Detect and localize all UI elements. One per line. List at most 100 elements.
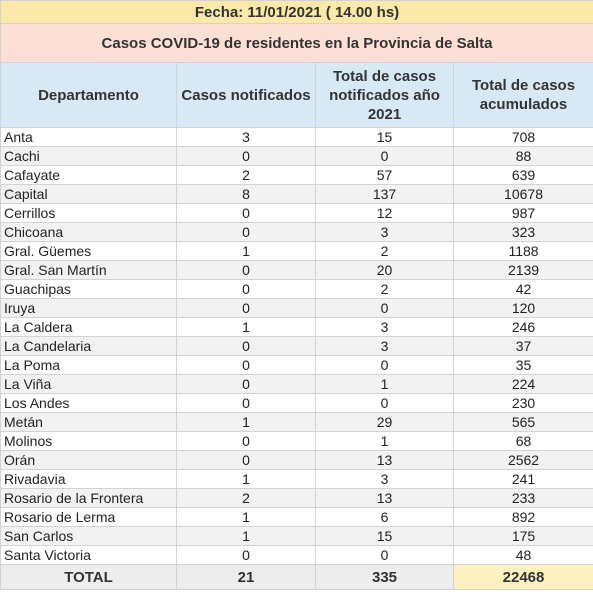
cell-total-acumulados: 2562: [452, 450, 593, 470]
column-header-total-acumulados: Total de casos acumulados: [452, 62, 593, 128]
cell-total-anio: 12: [315, 203, 454, 223]
cell-total-acumulados: 639: [452, 165, 593, 185]
cell-total-anio: 3: [315, 336, 454, 356]
column-header-row: Departamento Casos notificados Total de …: [0, 62, 593, 128]
total-anio: 335: [315, 564, 454, 590]
cell-total-anio: 1: [315, 431, 454, 451]
cell-casos-notificados: 1: [176, 317, 316, 337]
table-row: Cachi 0 0 88: [0, 146, 593, 166]
cell-departamento: La Viña: [0, 374, 177, 394]
cell-total-acumulados: 224: [452, 374, 593, 394]
cell-departamento: Gral. San Martín: [0, 260, 177, 280]
total-notificados: 21: [176, 564, 316, 590]
cell-total-anio: 3: [315, 469, 454, 489]
cell-total-anio: 20: [315, 260, 454, 280]
table-body: Anta 3 15 708 Cachi 0 0 88 Cafayate 2 57 639 Capital…: [0, 127, 593, 565]
report-date: Fecha: 11/01/2021 ( 14.00 hs): [0, 0, 593, 24]
cell-departamento: Cafayate: [0, 165, 177, 185]
cell-total-acumulados: 48: [452, 545, 593, 565]
cell-total-anio: 29: [315, 412, 454, 432]
table-title: Casos COVID-19 de residentes en la Provi…: [0, 23, 593, 63]
cell-total-acumulados: 35: [452, 355, 593, 375]
cell-departamento: Santa Victoria: [0, 545, 177, 565]
cell-total-acumulados: 233: [452, 488, 593, 508]
cell-total-anio: 0: [315, 146, 454, 166]
date-row: Fecha: 11/01/2021 ( 14.00 hs): [0, 0, 593, 24]
cell-total-acumulados: 10678: [452, 184, 593, 204]
cell-total-anio: 137: [315, 184, 454, 204]
cell-casos-notificados: 2: [176, 165, 316, 185]
cell-departamento: La Caldera: [0, 317, 177, 337]
cell-casos-notificados: 1: [176, 507, 316, 527]
column-header-total-anio: Total de casos notificados año 2021: [315, 62, 454, 128]
cell-total-acumulados: 68: [452, 431, 593, 451]
cell-total-anio: 15: [315, 127, 454, 147]
table-row: Los Andes 0 0 230: [0, 393, 593, 413]
column-header-casos-notificados: Casos notificados: [176, 62, 316, 128]
table-row: Cerrillos 0 12 987: [0, 203, 593, 223]
table-row: La Poma 0 0 35: [0, 355, 593, 375]
cell-total-acumulados: 37: [452, 336, 593, 356]
table-row: Santa Victoria 0 0 48: [0, 545, 593, 565]
table-row: San Carlos 1 15 175: [0, 526, 593, 546]
total-label: TOTAL: [0, 564, 177, 590]
cell-casos-notificados: 0: [176, 222, 316, 242]
cell-departamento: Cerrillos: [0, 203, 177, 223]
cell-departamento: Rosario de la Frontera: [0, 488, 177, 508]
table-row: Gral. Güemes 1 2 1188: [0, 241, 593, 261]
table-row: Rosario de Lerma 1 6 892: [0, 507, 593, 527]
table-row: La Viña 0 1 224: [0, 374, 593, 394]
cell-departamento: Anta: [0, 127, 177, 147]
cell-total-acumulados: 323: [452, 222, 593, 242]
cell-total-acumulados: 42: [452, 279, 593, 299]
table-row: Rivadavia 1 3 241: [0, 469, 593, 489]
total-row: TOTAL 21 335 22468: [0, 564, 593, 590]
cell-casos-notificados: 0: [176, 336, 316, 356]
cell-departamento: Chicoana: [0, 222, 177, 242]
cell-departamento: Rivadavia: [0, 469, 177, 489]
cell-total-anio: 2: [315, 279, 454, 299]
cell-total-anio: 0: [315, 355, 454, 375]
cell-total-acumulados: 2139: [452, 260, 593, 280]
total-acumulados: 22468: [452, 564, 593, 590]
cell-total-anio: 6: [315, 507, 454, 527]
cell-casos-notificados: 0: [176, 279, 316, 299]
cell-departamento: Orán: [0, 450, 177, 470]
cell-departamento: Guachipas: [0, 279, 177, 299]
table-row: Cafayate 2 57 639: [0, 165, 593, 185]
cell-casos-notificados: 0: [176, 355, 316, 375]
cell-total-anio: 2: [315, 241, 454, 261]
cell-total-anio: 13: [315, 488, 454, 508]
cell-total-acumulados: 708: [452, 127, 593, 147]
cell-casos-notificados: 0: [176, 450, 316, 470]
cell-casos-notificados: 3: [176, 127, 316, 147]
cell-casos-notificados: 0: [176, 298, 316, 318]
cell-total-acumulados: 987: [452, 203, 593, 223]
table-row: Molinos 0 1 68: [0, 431, 593, 451]
cell-total-acumulados: 230: [452, 393, 593, 413]
table-row: La Candelaria 0 3 37: [0, 336, 593, 356]
cell-departamento: Cachi: [0, 146, 177, 166]
cell-total-anio: 0: [315, 545, 454, 565]
cell-total-acumulados: 120: [452, 298, 593, 318]
cell-total-acumulados: 1188: [452, 241, 593, 261]
cell-total-anio: 57: [315, 165, 454, 185]
title-row: Casos COVID-19 de residentes en la Provi…: [0, 23, 593, 63]
table-row: Metán 1 29 565: [0, 412, 593, 432]
cell-departamento: Los Andes: [0, 393, 177, 413]
cell-casos-notificados: 1: [176, 526, 316, 546]
cell-casos-notificados: 1: [176, 469, 316, 489]
cell-departamento: Metán: [0, 412, 177, 432]
cell-total-acumulados: 88: [452, 146, 593, 166]
table-row: Iruya 0 0 120: [0, 298, 593, 318]
table-row: La Caldera 1 3 246: [0, 317, 593, 337]
cell-casos-notificados: 8: [176, 184, 316, 204]
cell-total-anio: 1: [315, 374, 454, 394]
cell-departamento: Iruya: [0, 298, 177, 318]
cell-casos-notificados: 0: [176, 260, 316, 280]
table-row: Orán 0 13 2562: [0, 450, 593, 470]
cell-casos-notificados: 0: [176, 393, 316, 413]
cell-total-anio: 0: [315, 298, 454, 318]
cell-departamento: Rosario de Lerma: [0, 507, 177, 527]
